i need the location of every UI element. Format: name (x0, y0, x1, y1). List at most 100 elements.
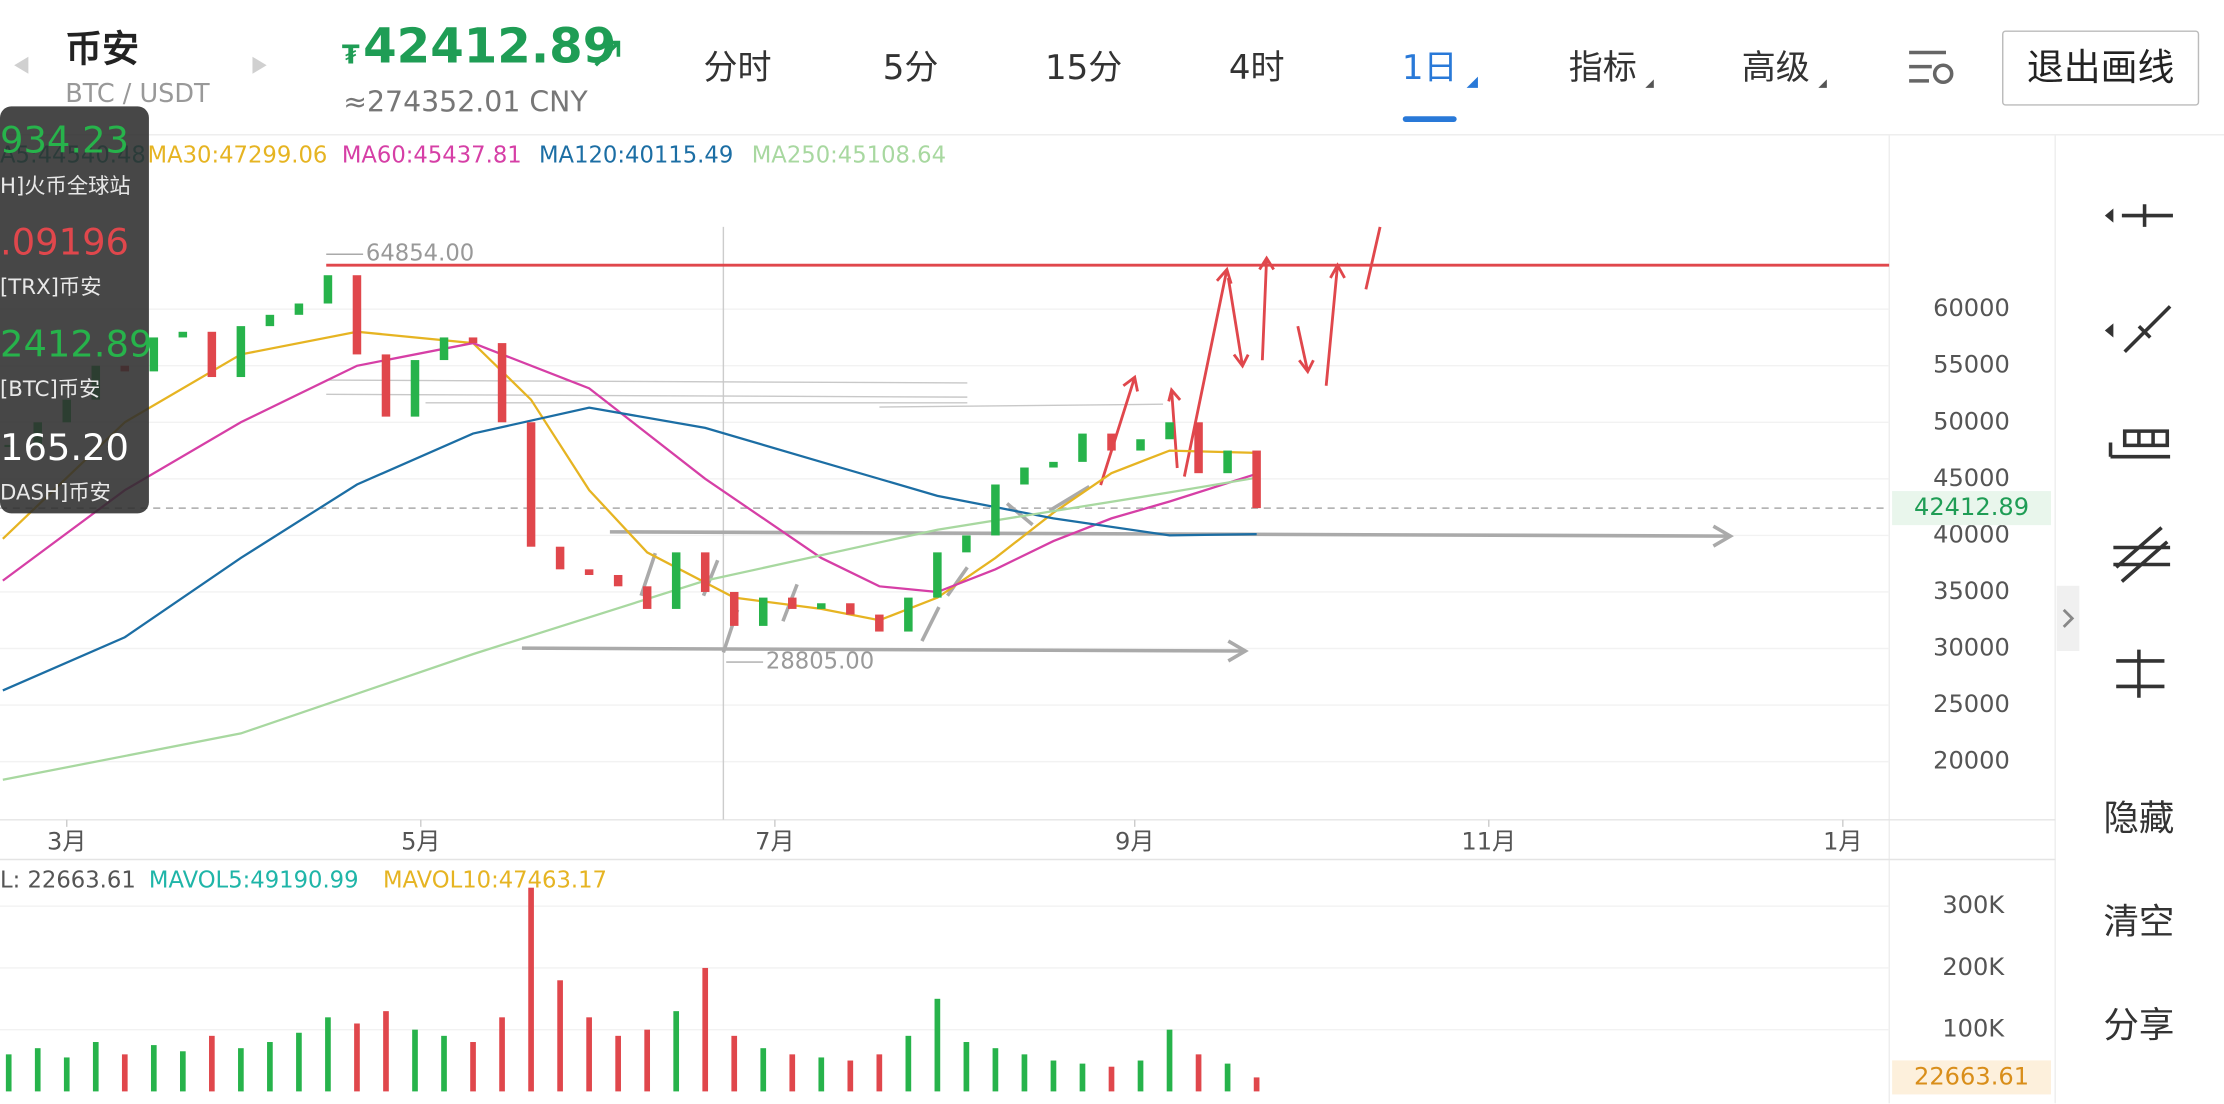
y-tick-label: 25000 (1933, 690, 2010, 718)
volume-bar (150, 1045, 157, 1092)
currency-symbol: ₮ (342, 41, 360, 71)
tab[interactable]: 4时 (1229, 48, 1285, 88)
next-arrow[interactable] (252, 56, 267, 74)
market-name[interactable]: [BTC]币安 (0, 377, 100, 402)
tab[interactable]: 分时 (704, 48, 772, 88)
prev-arrow[interactable] (14, 56, 29, 74)
candle (439, 337, 449, 361)
market-name[interactable]: [TRX]币安 (0, 275, 101, 300)
drawn-lines (326, 379, 1164, 408)
header: 币安 BTC / USDT ₮ 42412.89 ≈274352.01 CNY … (0, 19, 2224, 136)
ma-line (2, 406, 1257, 692)
market-price[interactable]: .09196 (0, 220, 129, 263)
side-action[interactable]: 隐藏 (2103, 798, 2174, 839)
volume-bar (441, 1035, 447, 1092)
volume-bar (325, 1017, 331, 1092)
volume-bar (673, 1011, 680, 1092)
collapse-chevron[interactable] (2062, 608, 2075, 628)
volume-bar (267, 1042, 273, 1092)
x-tick-label: 1月 (1823, 827, 1862, 855)
volume-bar (731, 1035, 738, 1092)
candle (1107, 433, 1116, 451)
volume-indicator: MAVOL10:47463.17 (383, 867, 607, 893)
exchange-title: 币安 (65, 28, 139, 71)
candle (236, 326, 246, 378)
candle (323, 275, 333, 304)
market-price[interactable]: 2412.89 (0, 323, 152, 366)
tab[interactable]: 高级 (1742, 48, 1810, 88)
ma-line (2, 476, 1257, 781)
y-tick-label: 55000 (1933, 351, 2010, 379)
tool-ruler[interactable] (2108, 429, 2171, 459)
volume-bar (934, 998, 941, 1092)
volume-bar (179, 1051, 186, 1092)
tool-fib[interactable] (2116, 649, 2165, 698)
ma-indicator: MA60:45437.81 (342, 143, 522, 169)
volume-bar (528, 887, 534, 1092)
annotation-label: 28805.00 (766, 649, 874, 675)
exit-button-label[interactable]: 退出画线 (2027, 46, 2174, 89)
volume-indicator: L: 22663.61 (0, 867, 136, 893)
volume-bar (499, 1017, 505, 1092)
market-name[interactable]: DASH]币安 (0, 481, 111, 506)
price-grid: 2000025000300003500040000450005000055000… (0, 294, 2051, 855)
last-volume-label: 22663.61 (1914, 1062, 2029, 1090)
volume-grid: 100K 200K 300K 22663.61 (0, 891, 2051, 1095)
volume-bar (789, 1054, 796, 1092)
ma-indicator: MA30:47299.06 (148, 143, 328, 169)
y-tick-label: 60000 (1933, 294, 2010, 322)
candle (729, 591, 739, 626)
candle (410, 360, 420, 417)
candle (265, 314, 275, 327)
candle (1020, 467, 1029, 485)
tab[interactable]: 15分 (1045, 48, 1122, 88)
market-price[interactable]: 165.20 (0, 426, 129, 469)
volume-bar (992, 1048, 999, 1092)
indicators: A5:44540.48MA30:47299.06MA60:45437.81MA1… (0, 143, 946, 894)
overlay-panel[interactable] (0, 106, 149, 514)
candle (671, 552, 681, 609)
volume-bar (1079, 1063, 1086, 1092)
last-volume-box (1892, 1060, 2051, 1095)
volume-bar (876, 1054, 883, 1092)
market-price[interactable]: 934.23 (0, 118, 129, 161)
market-name[interactable]: H]火币全球站 (0, 174, 131, 199)
side-action[interactable]: 清空 (2103, 901, 2174, 942)
last-price-box (1892, 491, 2051, 526)
ma-indicator: MA250:45108.64 (752, 143, 946, 169)
volume-bar (905, 1035, 912, 1092)
settings-icon[interactable] (1909, 50, 1954, 85)
candle (700, 552, 710, 592)
tab[interactable]: 1日 (1402, 48, 1458, 88)
last-price-label: 42412.89 (1914, 493, 2029, 521)
volume-bar (586, 1017, 592, 1092)
candle (468, 337, 478, 344)
candle (352, 275, 362, 355)
x-tick-label: 7月 (755, 827, 794, 855)
collapse-tab[interactable] (2056, 585, 2080, 651)
tool-trendline[interactable] (2123, 305, 2172, 353)
exit-button[interactable] (2002, 30, 2200, 106)
tool-horizontal[interactable] (2121, 204, 2173, 227)
candle (933, 552, 942, 598)
candle (584, 569, 594, 575)
tool-channel[interactable] (2113, 526, 2171, 583)
watchlist-overlay[interactable]: 934.23 H]火币全球站 .09196 [TRX]币安 2412.89 [BTC]币安… (0, 106, 152, 514)
pair: BTC / USDT (65, 79, 210, 109)
candle (758, 597, 768, 626)
candle (1165, 422, 1174, 440)
side-action[interactable]: 分享 (2103, 1005, 2174, 1046)
tab[interactable]: 指标 (1569, 48, 1637, 88)
tab[interactable]: 5分 (883, 48, 939, 88)
candle (381, 354, 391, 417)
volume-plot (5, 887, 1260, 1092)
x-tick-label: 3月 (47, 827, 86, 855)
candle (875, 614, 884, 632)
volume-bar (34, 1048, 41, 1092)
volume-bar (92, 1042, 99, 1092)
volume-bar (963, 1042, 970, 1092)
candle (1194, 422, 1203, 474)
